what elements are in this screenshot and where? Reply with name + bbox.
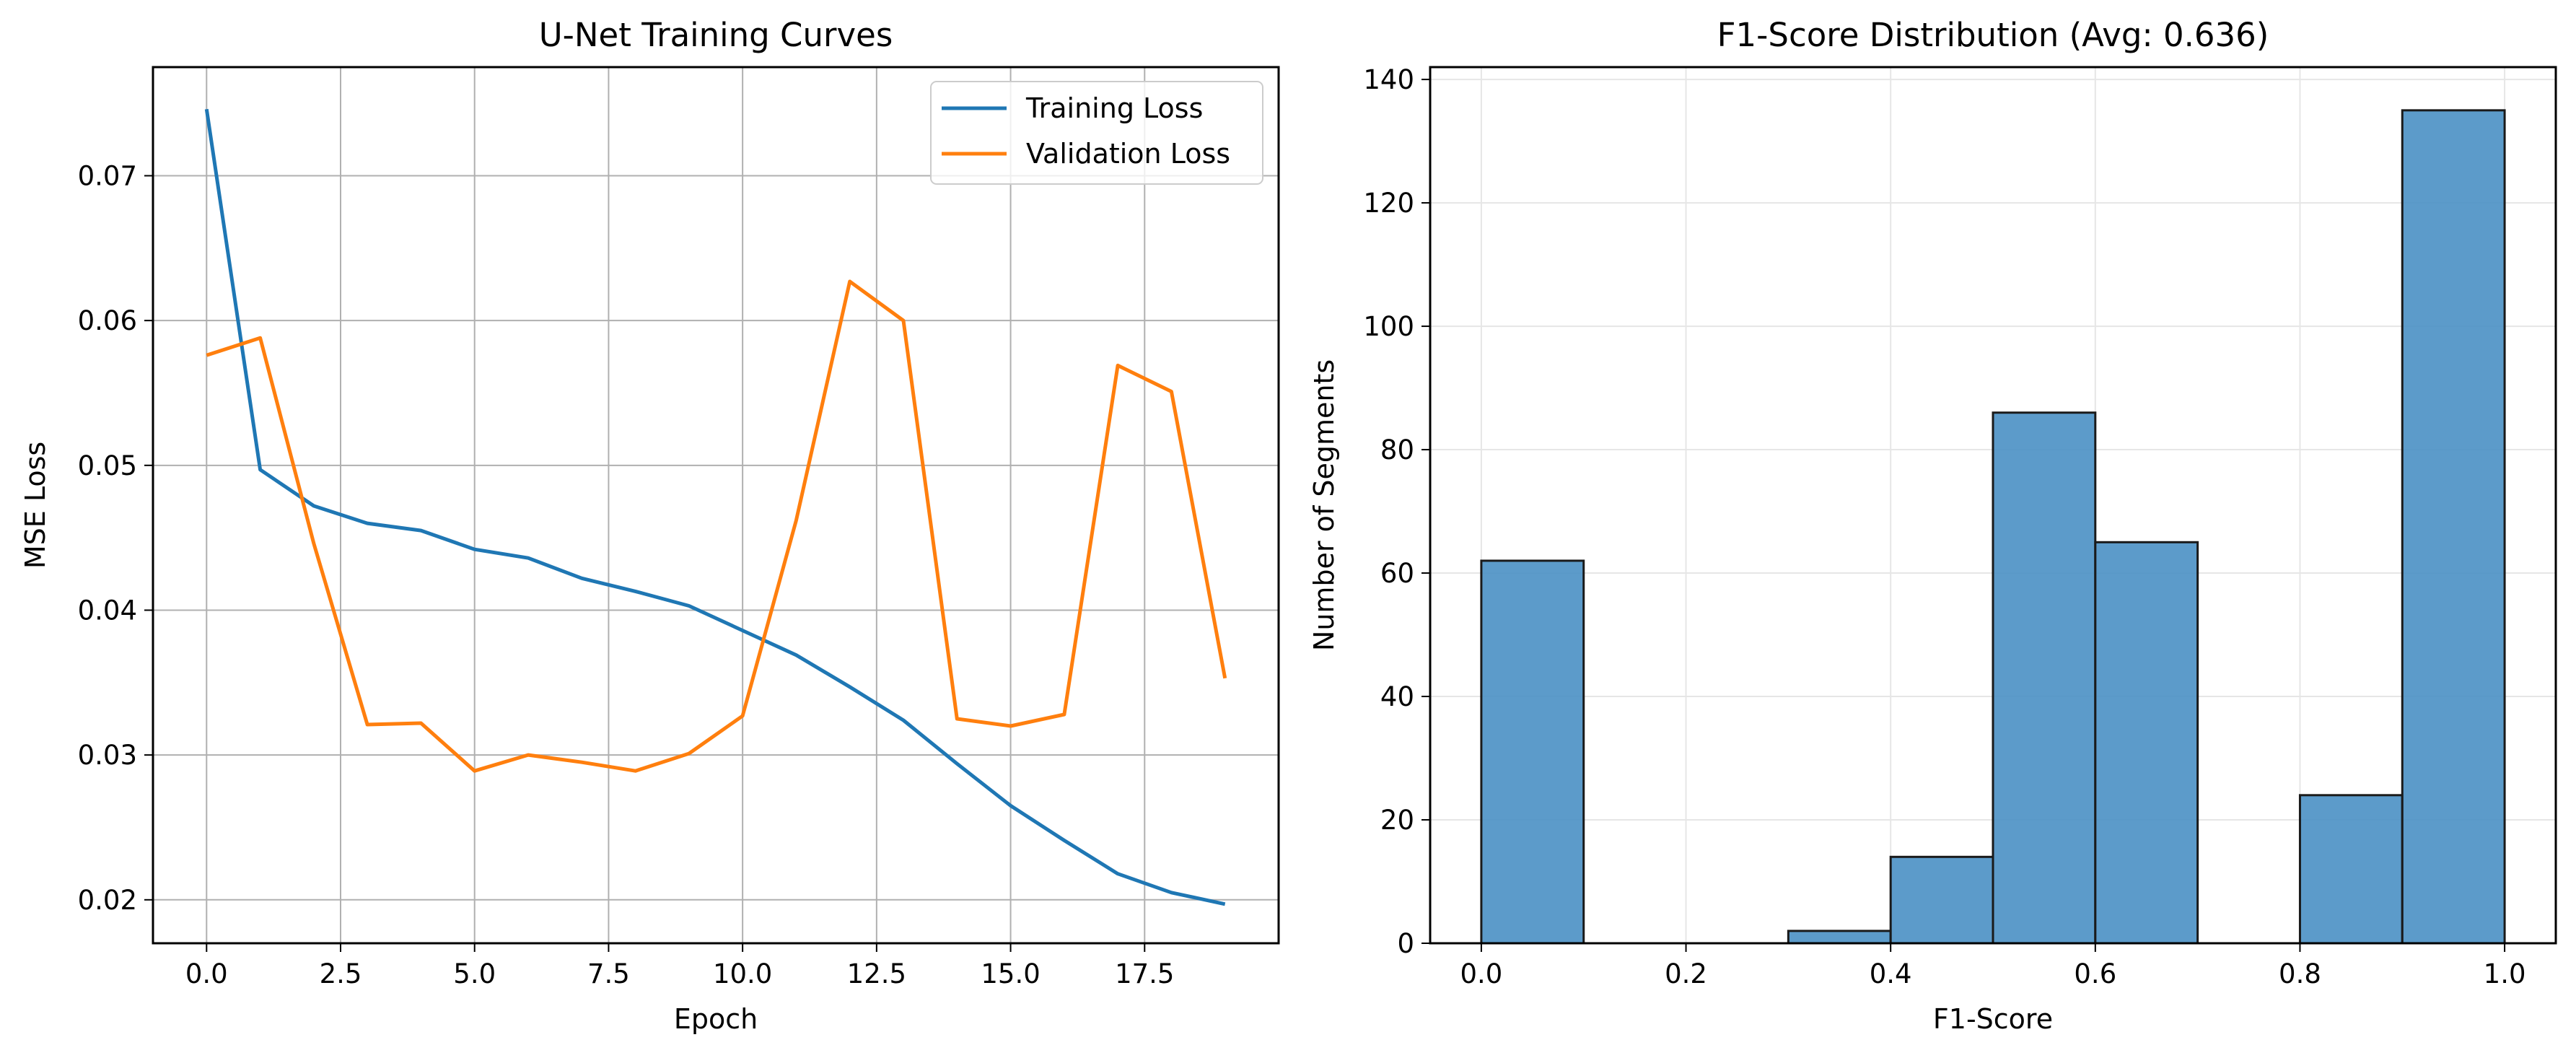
x-tick-label: 0.6 (2074, 958, 2116, 989)
y-tick-label: 0.03 (78, 740, 137, 771)
y-tick-label: 0 (1397, 928, 1414, 959)
f1-histogram-frame (1429, 66, 2557, 945)
x-tick-label: 0.2 (1665, 958, 1707, 989)
training-curves-frame (152, 66, 1280, 945)
legend-label-validation-loss: Validation Loss (1026, 138, 1230, 170)
training-curves-title: U-Net Training Curves (539, 16, 893, 54)
x-tick-label: 5.0 (453, 958, 496, 989)
series-line-training-loss (204, 108, 1226, 906)
f1-histogram-ticks: 0.0 0.2 0.4 0.6 0.8 1.0 0 20 40 60 80 100 120 140 (1363, 64, 2525, 989)
x-tick-label: 10.0 (713, 958, 772, 989)
training-curves-y-label: MSE Loss (19, 442, 51, 569)
histogram-bar (1787, 930, 1892, 945)
f1-histogram-panel: 0.0 0.2 0.4 0.6 0.8 1.0 0 20 40 60 80 100 120 140 F1-… (1308, 16, 2557, 1035)
x-tick-label: 15.0 (981, 958, 1040, 989)
f1-histogram-bars (1480, 109, 2506, 945)
y-tick-label: 60 (1380, 558, 1414, 589)
y-tick-label: 20 (1380, 805, 1414, 836)
y-tick-label: 0.05 (78, 450, 137, 481)
x-tick-label: 1.0 (2484, 958, 2526, 989)
y-tick-label: 80 (1380, 434, 1414, 465)
series-line-validation-loss (206, 279, 1227, 773)
training-curves-panel: 0.0 2.5 5.0 7.5 10.0 12.5 15.0 17.5 0.02 0.03 0.04… (19, 16, 1280, 1035)
training-curves-ticks: 0.0 2.5 5.0 7.5 10.0 12.5 15.0 17.5 0.02 0.03 0.04… (78, 160, 1175, 989)
training-curves-x-label: Epoch (674, 1003, 758, 1035)
training-curves-lines (204, 108, 1227, 906)
x-tick-label: 0.4 (1870, 958, 1912, 989)
y-tick-label: 40 (1380, 681, 1414, 712)
training-curves-grid (153, 67, 1279, 943)
training-curves-legend: Training Loss Validation Loss (930, 81, 1263, 185)
y-tick-label: 100 (1363, 311, 1414, 342)
f1-histogram-title: F1-Score Distribution (Avg: 0.636) (1717, 16, 2269, 54)
y-tick-label: 0.07 (78, 160, 137, 191)
x-tick-label: 2.5 (320, 958, 362, 989)
f1-histogram-y-label: Number of Segments (1308, 359, 1340, 651)
histogram-bar (2094, 541, 2199, 945)
x-tick-label: 0.8 (2279, 958, 2321, 989)
histogram-bar (1480, 559, 1585, 945)
x-tick-label: 0.0 (185, 958, 228, 989)
x-tick-label: 12.5 (847, 958, 906, 989)
y-tick-label: 140 (1363, 64, 1414, 95)
histogram-bar (1992, 411, 2097, 945)
y-tick-label: 0.04 (78, 595, 137, 626)
histogram-bar (1889, 855, 1994, 945)
histogram-bar (2401, 109, 2506, 945)
y-tick-label: 0.06 (78, 305, 137, 336)
legend-label-training-loss: Training Loss (1025, 92, 1203, 124)
y-tick-label: 120 (1363, 188, 1414, 219)
y-tick-label: 0.02 (78, 885, 137, 916)
x-tick-label: 0.0 (1460, 958, 1502, 989)
legend-box (930, 81, 1263, 185)
x-tick-label: 7.5 (587, 958, 630, 989)
histogram-bar (2298, 794, 2404, 945)
x-tick-label: 17.5 (1115, 958, 1174, 989)
f1-histogram-x-label: F1-Score (1933, 1003, 2053, 1035)
